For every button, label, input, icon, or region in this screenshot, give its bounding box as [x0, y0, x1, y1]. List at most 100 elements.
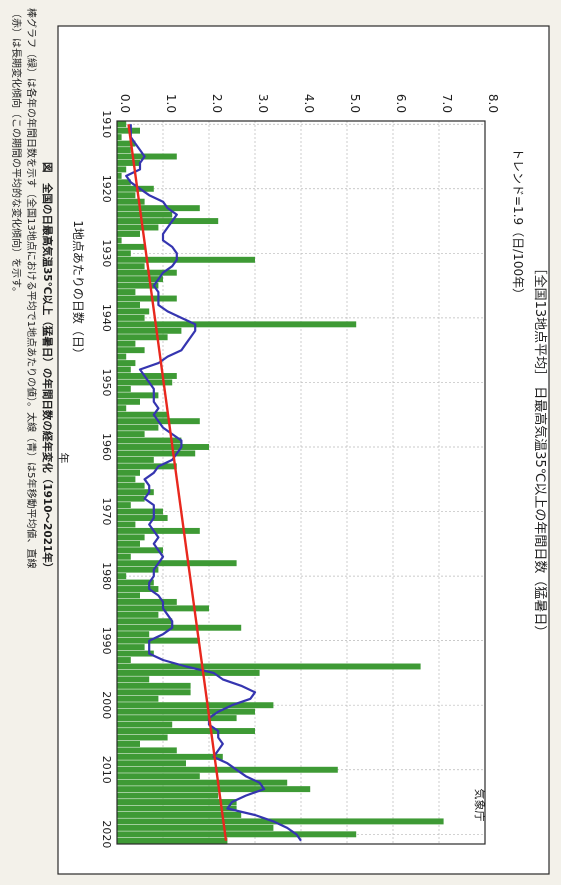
y-tick-label: 8.0 [486, 94, 500, 113]
bar [117, 250, 131, 257]
bar [117, 579, 154, 586]
bar [117, 302, 140, 308]
bar [117, 573, 127, 580]
bar [117, 502, 131, 509]
x-tick-label: 2020 [100, 820, 113, 848]
bar [117, 121, 127, 128]
bar [117, 734, 168, 741]
y-tick-label: 0.0 [118, 94, 132, 113]
bar [117, 721, 173, 728]
bar [117, 650, 154, 657]
bar [117, 553, 131, 560]
bar [117, 295, 177, 302]
bar [117, 792, 219, 799]
bar [117, 515, 168, 521]
bar [117, 392, 159, 399]
x-tick-label: 1910 [100, 110, 113, 138]
bar [117, 702, 274, 709]
bar [117, 637, 200, 644]
y-axis-label: 1地点あたりの日数（日） [71, 220, 86, 360]
bar [117, 831, 357, 838]
bar [117, 644, 145, 651]
bar [117, 411, 168, 418]
bar [117, 728, 255, 735]
bar [117, 237, 122, 244]
bar [117, 824, 274, 831]
source-label: 気象庁 [473, 789, 487, 822]
bar [117, 456, 154, 463]
bar [117, 618, 173, 625]
bar [117, 334, 168, 341]
bar [117, 308, 150, 315]
y-tick-label: 4.0 [302, 94, 316, 113]
bar [117, 314, 145, 321]
y-tick-label: 7.0 [440, 94, 454, 113]
bar [117, 799, 237, 806]
x-tick-label: 1990 [100, 627, 113, 655]
bar [117, 760, 186, 767]
bar [117, 263, 145, 270]
x-tick-label: 1940 [100, 304, 113, 332]
chart-title: ［全国13地点平均］ 日最高気温35℃以上の年間日数（猛暑日） [532, 262, 548, 639]
bar [117, 682, 191, 689]
bar [117, 624, 242, 631]
bar [117, 747, 177, 754]
bar [117, 172, 122, 179]
bar [117, 631, 150, 638]
bar [117, 373, 177, 379]
bar [117, 444, 209, 450]
x-tick-label: 1920 [100, 175, 113, 203]
bar [117, 592, 140, 599]
bar [117, 224, 159, 231]
bar [117, 508, 163, 515]
ticks: 0.0 1.0 2.0 3.0 4.0 5.0 6.0 7.0 8.0 1910 1920 1930 1… [100, 94, 500, 848]
x-tick-label: 2000 [100, 691, 113, 719]
bar [117, 837, 228, 844]
bar [117, 360, 136, 367]
bar [117, 695, 159, 702]
caption-line-3: （赤）は長期変化傾向（この期間の平均的な変化傾向）を示す。 [10, 8, 23, 297]
bar [117, 715, 237, 722]
x-axis-label: 年 [57, 453, 71, 464]
x-tick-label: 1970 [100, 498, 113, 526]
bar [117, 676, 150, 683]
bar [117, 153, 177, 160]
bar [117, 663, 421, 670]
bar [117, 353, 127, 360]
bar [117, 282, 159, 289]
caption-line-2: 棒グラフ（緑）は各年の年間日数を示す（全国13地点における平均で1地点あたりの値… [25, 8, 38, 568]
bar [117, 773, 200, 780]
y-tick-label: 6.0 [394, 94, 408, 113]
x-tick-label: 2010 [100, 756, 113, 784]
plot-border [116, 120, 486, 845]
bar [117, 140, 136, 147]
x-tick-label: 1950 [100, 368, 113, 396]
bar [117, 134, 122, 141]
bar [117, 547, 163, 554]
bar [117, 657, 131, 663]
bar [117, 437, 182, 444]
bar [117, 534, 145, 541]
bar [117, 230, 140, 237]
bar [117, 243, 145, 250]
bars [117, 121, 444, 844]
bar [117, 753, 223, 760]
bar [117, 540, 140, 547]
bar [117, 469, 140, 476]
bar [117, 786, 311, 793]
bar [117, 560, 237, 567]
bar [117, 527, 200, 534]
bar [117, 269, 177, 276]
bar [117, 818, 444, 825]
bar [117, 811, 242, 818]
bar [117, 192, 136, 199]
x-tick-label: 1930 [100, 239, 113, 267]
bar [117, 779, 288, 786]
bar [117, 385, 131, 392]
bar [117, 740, 140, 747]
bar [117, 379, 173, 386]
bar [117, 198, 145, 205]
bar [117, 586, 159, 592]
